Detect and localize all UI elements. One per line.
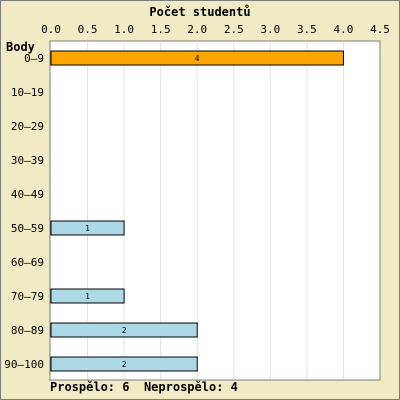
bars: 4 1 1 2 2 (50, 50, 344, 372)
bar (50, 322, 198, 338)
failed-value: 4 (230, 380, 238, 394)
bar-value-label: 1 (85, 292, 90, 301)
bar-value-label: 4 (195, 54, 200, 63)
x-tick-label: 3.5 (297, 23, 317, 36)
y-tick-label: 10–19 (11, 86, 44, 99)
y-tick-label: 90–100 (4, 358, 44, 371)
y-tick-label: 0–9 (24, 52, 44, 65)
x-tick-label: 2.0 (187, 23, 207, 36)
y-tick-label: 20–29 (11, 120, 44, 133)
y-axis-label: Body (6, 40, 35, 54)
x-tick-label: 2.5 (224, 23, 244, 36)
bar (50, 50, 344, 66)
x-tick-label: 1.0 (114, 23, 134, 36)
x-tick-labels: 0.0 0.5 1.0 1.5 2.0 2.5 3.0 3.5 4.0 4.5 (41, 23, 390, 36)
y-tick-label: 50–59 (11, 222, 44, 235)
bar-value-label: 2 (122, 360, 127, 369)
bar (50, 220, 125, 236)
x-tick-label: 1.5 (151, 23, 171, 36)
bar-value-label: 2 (122, 326, 127, 335)
y-tick-label: 60–69 (11, 256, 44, 269)
x-tick-label: 4.0 (334, 23, 354, 36)
x-tick-label: 0.5 (78, 23, 98, 36)
passed-label: Prospělo: (50, 380, 116, 394)
bar (50, 356, 198, 372)
bar (50, 288, 125, 304)
y-tick-labels: 0–9 10–19 20–29 30–39 40–49 50–59 60–69 70–79 80… (4, 52, 44, 371)
x-tick-label: 3.0 (260, 23, 280, 36)
bar-value-label: 1 (85, 224, 90, 233)
failed-label: Neprospělo: (143, 380, 224, 394)
y-tick-label: 40–49 (11, 188, 44, 201)
y-tick-label: 30–39 (11, 154, 44, 167)
chart-title: Počet studentů (149, 5, 250, 19)
y-tick-label: 70–79 (11, 290, 44, 303)
passed-value: 6 (122, 380, 130, 394)
x-tick-label: 4.5 (370, 23, 390, 36)
y-tick-label: 80–89 (11, 324, 44, 337)
x-tick-label: 0.0 (41, 23, 61, 36)
results-summary: Prospělo: 6 Neprospělo: 4 (50, 380, 238, 394)
